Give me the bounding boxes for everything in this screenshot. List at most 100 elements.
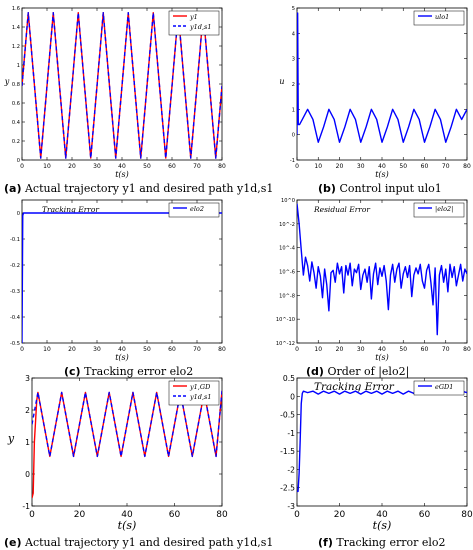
x-tick-label: 80 (218, 163, 226, 170)
y-tick-label: 0 (17, 211, 20, 217)
caption-c: (c) Tracking error elo2 (64, 365, 194, 378)
y-tick-label: -2 (287, 465, 295, 474)
x-tick-label: 10 (43, 346, 51, 353)
x-axis-label: t(s) (375, 353, 389, 362)
y-tick-label: 1.2 (12, 44, 20, 50)
x-tick-label: 60 (421, 163, 429, 170)
y-tick-label: 1.4 (12, 25, 20, 31)
y-tick-label: 1 (17, 63, 20, 69)
series-line-0 (297, 203, 467, 336)
x-tick-label: 50 (143, 346, 151, 353)
legend-box (168, 380, 220, 406)
caption-b: (b) Control input ulo1 (318, 182, 442, 195)
x-axis-label: t(s) (375, 170, 389, 179)
y-tick-label: 3 (25, 374, 30, 383)
annotation: Tracking Error (42, 205, 99, 214)
x-tick-label: 40 (378, 346, 386, 353)
y-axis-label: y (4, 77, 10, 86)
x-axis-label: t(s) (115, 170, 129, 179)
y-tick-label: -1 (290, 158, 295, 164)
y-tick-label: 3 (292, 57, 295, 63)
x-tick-label: 30 (93, 346, 101, 353)
y-tick-label: 0.4 (12, 120, 20, 126)
x-tick-label: 70 (442, 163, 450, 170)
x-tick-label: 20 (74, 510, 86, 520)
legend-box (413, 380, 465, 396)
plot-area (296, 377, 468, 507)
x-tick-label: 80 (463, 346, 471, 353)
chart-f: 0 20 40 60 80 -3 -2.5 -2 -1.5 -1 -0.5 0 0.5 t(s) Track… (280, 374, 473, 532)
x-tick-label: 50 (143, 163, 151, 170)
y-tick-label: 0 (290, 392, 295, 401)
y-tick-label: -0.2 (10, 263, 20, 269)
y-axis-label: y (7, 432, 15, 445)
x-axis-label: t(s) (118, 519, 137, 532)
legend-label: ulo1 (435, 13, 449, 21)
x-tick-label: 20 (68, 346, 76, 353)
y-tick-label: 10^-12 (276, 341, 295, 347)
x-tick-label: 20 (336, 346, 344, 353)
x-tick-label: 40 (376, 510, 388, 520)
x-tick-label: 0 (20, 163, 24, 170)
y-tick-label: 0.5 (283, 374, 295, 383)
y-tick-label: 10^-4 (279, 246, 295, 252)
y-tick-label: 10^0 (281, 198, 295, 204)
legend-label: y1 (189, 13, 198, 21)
x-tick-label: 0 (294, 510, 300, 520)
x-tick-label: 10 (314, 346, 322, 353)
y-tick-label: -0.5 (10, 341, 20, 347)
y-tick-label: 0.6 (12, 101, 20, 107)
x-tick-label: 80 (463, 163, 471, 170)
x-tick-label: 10 (43, 163, 51, 170)
legend-label: elo2 (190, 205, 204, 213)
y-tick-label: -0.1 (10, 237, 20, 243)
x-tick-label: 40 (378, 163, 386, 170)
caption-e: (e) Actual trajectory y1 and desired pat… (4, 536, 274, 549)
legend-label: y1d,s1 (189, 23, 212, 31)
x-tick-label: 70 (442, 346, 450, 353)
legend-label: eGD1 (435, 383, 453, 391)
x-tick-label: 60 (421, 346, 429, 353)
legend-box (413, 202, 465, 218)
y-tick-label: -1.5 (280, 447, 295, 456)
y-tick-label: 2 (25, 406, 30, 415)
legend-box (413, 10, 465, 26)
chart-a: 0 10 20 30 40 50 60 70 80 0 0.2 0.4 0.6 0.8 1 1.2 1.4 1.6… (4, 6, 226, 179)
caption-d: (d) Order of |elo2| (306, 365, 410, 378)
x-tick-label: 60 (169, 510, 181, 520)
caption-a: (a) Actual trajectory y1 and desired pat… (4, 182, 274, 195)
legend-label: y1,GD (189, 383, 211, 391)
legend-box (168, 202, 220, 218)
y-tick-label: 1.6 (12, 6, 20, 12)
series-line-0 (22, 12, 222, 159)
x-tick-label: 20 (336, 163, 344, 170)
y-tick-label: -2.5 (280, 484, 295, 493)
x-tick-label: 30 (357, 346, 365, 353)
y-tick-label: 10^-2 (279, 222, 295, 228)
x-tick-label: 0 (295, 346, 299, 353)
x-tick-label: 0 (29, 510, 35, 520)
y-tick-label: -0.3 (10, 289, 20, 295)
x-tick-label: 20 (334, 510, 346, 520)
y-tick-label: 1 (292, 107, 295, 113)
x-tick-label: 40 (118, 346, 126, 353)
y-tick-label: 5 (292, 6, 295, 12)
y-tick-label: 0.8 (12, 82, 20, 88)
x-tick-label: 0 (20, 346, 24, 353)
x-tick-label: 60 (168, 163, 176, 170)
caption-f: (f) Tracking error elo2 (318, 536, 446, 549)
y-tick-label: 0 (25, 470, 30, 479)
x-tick-label: 20 (68, 163, 76, 170)
y-tick-label: -1 (22, 502, 30, 511)
x-tick-label: 80 (216, 510, 228, 520)
y-axis-label: u (279, 77, 284, 86)
legend-label: y1d,s1 (189, 393, 212, 401)
legend-label: |elo2| (435, 205, 453, 213)
x-tick-label: 70 (193, 163, 201, 170)
y-tick-label: 1 (25, 438, 30, 447)
x-tick-label: 50 (399, 346, 407, 353)
x-tick-label: 40 (121, 510, 133, 520)
x-tick-label: 70 (193, 346, 201, 353)
